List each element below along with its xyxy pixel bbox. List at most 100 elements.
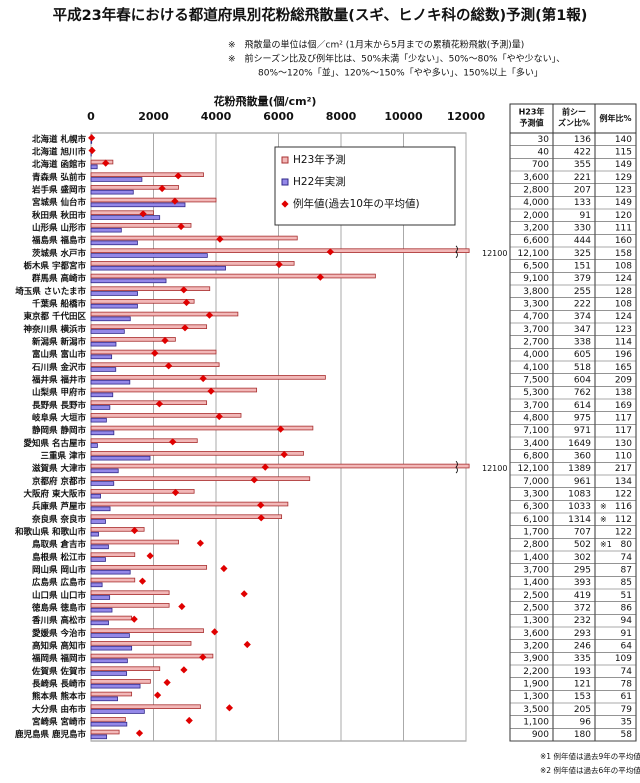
marker bbox=[88, 147, 95, 154]
bar bbox=[91, 355, 112, 359]
table-cell: 293 bbox=[574, 629, 591, 639]
table-cell: 1,400 bbox=[523, 578, 549, 588]
y-tick-label: 北海道 旭川市 bbox=[32, 147, 86, 158]
bar bbox=[91, 705, 200, 709]
table-header: 前シー bbox=[562, 107, 586, 117]
bar bbox=[91, 494, 101, 498]
table-cell: 7,000 bbox=[523, 477, 549, 487]
x-tick-label: 12000 bbox=[447, 110, 486, 123]
bar bbox=[91, 325, 207, 329]
x-tick-label: 6000 bbox=[263, 110, 294, 123]
table-cell: 51 bbox=[621, 591, 632, 601]
bar bbox=[91, 477, 310, 481]
table-note: ※ bbox=[600, 502, 607, 511]
table-cell: 30 bbox=[538, 135, 550, 145]
table-cell: 12,100 bbox=[518, 249, 550, 259]
y-tick-label: 鳥取県 倉吉市 bbox=[32, 539, 86, 550]
table-cell: 153 bbox=[574, 692, 591, 702]
y-tick-label: 兵庫県 芦屋市 bbox=[32, 501, 86, 512]
bar bbox=[91, 520, 106, 524]
table-cell: 1033 bbox=[568, 502, 591, 512]
table-cell: 79 bbox=[621, 705, 633, 715]
y-tick-label: 富山県 富山市 bbox=[32, 349, 86, 360]
table-cell: 3,200 bbox=[523, 642, 549, 652]
table-cell: 2,200 bbox=[523, 667, 549, 677]
table-cell: 180 bbox=[574, 730, 591, 740]
y-tick-label: 岡山県 岡山市 bbox=[32, 565, 86, 576]
y-tick-label: 奈良県 奈良市 bbox=[31, 514, 86, 525]
y-tick-label: 京都府 京都市 bbox=[32, 476, 86, 487]
y-tick-label: 三重県 津市 bbox=[41, 451, 87, 462]
bar bbox=[91, 216, 160, 220]
marker bbox=[186, 717, 193, 724]
table-cell: 120 bbox=[615, 211, 632, 221]
table-cell: 325 bbox=[574, 249, 591, 259]
table-cell: 347 bbox=[574, 325, 591, 335]
bar bbox=[91, 621, 109, 625]
table-cell: 91 bbox=[580, 211, 591, 221]
y-tick-label: 高知県 高知市 bbox=[32, 641, 86, 652]
y-tick-label: 石川県 金沢市 bbox=[31, 362, 86, 373]
bar bbox=[91, 507, 110, 511]
y-tick-label: 群馬県 高崎市 bbox=[31, 273, 86, 284]
bar bbox=[91, 266, 226, 270]
table-cell: 5,300 bbox=[523, 388, 549, 398]
table-cell: 117 bbox=[615, 426, 632, 436]
y-tick-label: 山口県 山口市 bbox=[32, 590, 86, 601]
table-cell: 117 bbox=[615, 414, 632, 424]
table-cell: 151 bbox=[574, 262, 591, 272]
bar bbox=[91, 634, 129, 638]
note: ※ 飛散量の単位は個／cm² (1月末から5月までの累積花粉飛散(予測)量) bbox=[228, 39, 524, 51]
footnote: ※1 例年値は過去9年の平均値 bbox=[540, 751, 640, 761]
table-cell: 1,900 bbox=[523, 680, 549, 690]
table-cell: 3,700 bbox=[523, 566, 549, 576]
chart-title: 平成23年春における都道府県別花粉総飛散量(スギ、ヒノキ科の総数)予測(第1報) bbox=[53, 6, 588, 24]
table-cell: 2,500 bbox=[523, 591, 549, 601]
table-cell: 115 bbox=[615, 148, 632, 158]
table-cell: 3,600 bbox=[523, 173, 549, 183]
bar bbox=[91, 697, 118, 701]
bar bbox=[91, 368, 116, 372]
bar bbox=[91, 330, 124, 334]
x-tick-label: 2000 bbox=[138, 110, 169, 123]
table-cell: 96 bbox=[580, 718, 592, 728]
y-tick-label: 福島県 福島市 bbox=[31, 235, 86, 246]
table-cell: 604 bbox=[574, 376, 591, 386]
bar bbox=[91, 439, 197, 443]
y-tick-label: 北海道 函館市 bbox=[32, 159, 86, 170]
table-cell: 614 bbox=[574, 401, 591, 411]
table-cell: 116 bbox=[615, 502, 632, 512]
y-tick-label: 東京都 千代田区 bbox=[24, 311, 87, 322]
bar bbox=[91, 312, 238, 316]
marker bbox=[241, 590, 248, 597]
legend-label: H22年実測 bbox=[293, 175, 346, 188]
table-cell: 221 bbox=[574, 173, 591, 183]
table-cell: 3,700 bbox=[523, 325, 549, 335]
bar bbox=[91, 254, 207, 258]
table-cell: 444 bbox=[574, 236, 591, 246]
bar bbox=[91, 596, 110, 600]
y-tick-label: 宮崎県 宮崎市 bbox=[32, 717, 86, 728]
x-tick-label: 10000 bbox=[384, 110, 423, 123]
table-header: 例年比% bbox=[599, 113, 631, 123]
bar bbox=[91, 692, 132, 696]
table-cell: 6,100 bbox=[523, 515, 549, 525]
table-cell: 1314 bbox=[568, 515, 591, 525]
table-cell: 133 bbox=[574, 198, 591, 208]
y-tick-label: 島根県 松江市 bbox=[32, 552, 86, 563]
table-cell: 205 bbox=[574, 705, 591, 715]
y-tick-label: 青森県 弘前市 bbox=[32, 172, 86, 183]
bar bbox=[91, 249, 469, 253]
table-cell: 335 bbox=[574, 654, 591, 664]
bar bbox=[91, 380, 130, 384]
bar bbox=[91, 565, 207, 569]
table-cell: 2,800 bbox=[523, 540, 549, 550]
table-cell: 123 bbox=[615, 325, 632, 335]
marker bbox=[136, 730, 143, 737]
table-cell: 209 bbox=[615, 376, 632, 386]
table-cell: 518 bbox=[574, 363, 591, 373]
table-cell: 2,700 bbox=[523, 338, 549, 348]
bar bbox=[91, 469, 118, 473]
table-cell: 136 bbox=[574, 135, 591, 145]
